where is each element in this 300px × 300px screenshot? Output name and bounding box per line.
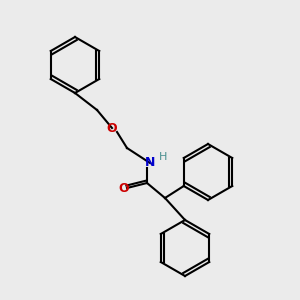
Text: O: O [119,182,129,194]
Text: N: N [145,157,155,169]
Text: O: O [107,122,117,134]
Text: H: H [159,152,167,162]
